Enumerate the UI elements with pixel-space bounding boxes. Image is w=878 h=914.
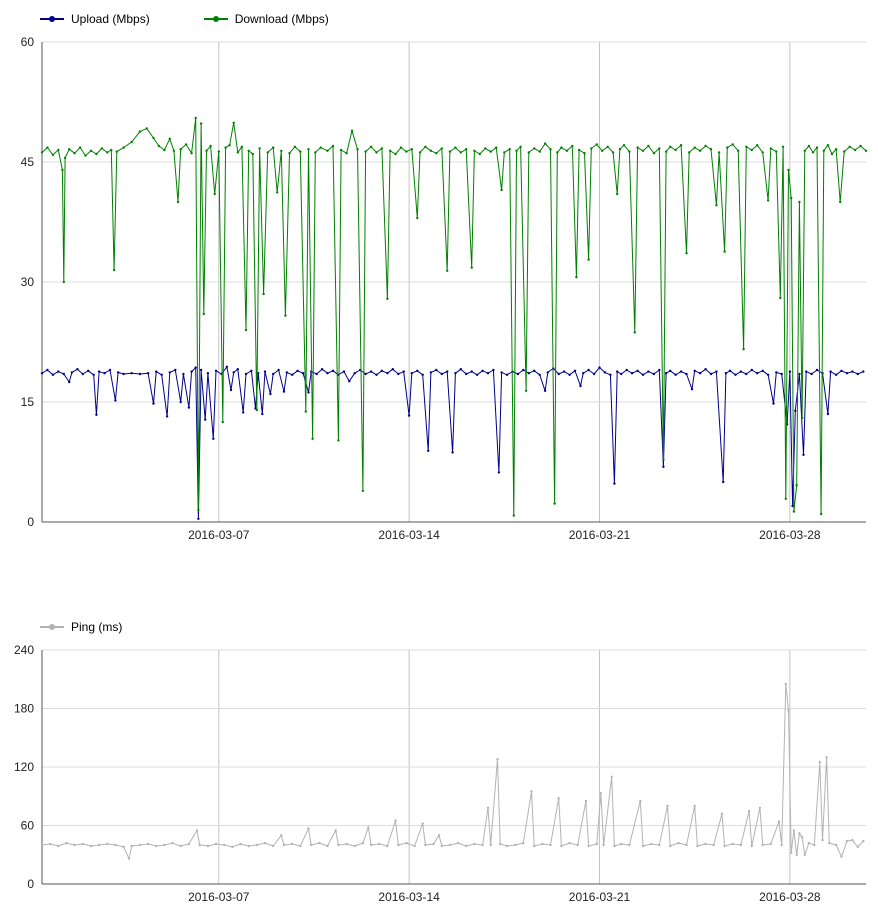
upload-line-marker-icon (40, 16, 64, 22)
y-tick-label: 0 (27, 877, 34, 891)
bandwidth-chart-legend: Upload (Mbps) Download (Mbps) (0, 0, 878, 32)
axis-labels: 0 15 30 45 60 2016-03-07 2016-03-14 2016-03-21 2… (21, 35, 821, 542)
y-tick-label: 120 (14, 760, 34, 774)
legend-label-upload: Upload (Mbps) (71, 12, 150, 26)
legend-label-download: Download (Mbps) (234, 12, 329, 26)
series-ping-ms (40, 682, 865, 860)
ping-chart-legend: Ping (ms) (0, 608, 878, 640)
x-tick-label: 2016-03-21 (569, 528, 631, 542)
y-tick-label: 0 (27, 515, 34, 529)
axis-labels: 0 60 120 180 240 2016-03-07 2016-03-14 2016-03-… (14, 643, 821, 904)
series-download-mbps (40, 116, 868, 517)
x-tick-label: 2016-03-14 (378, 528, 440, 542)
grid (42, 649, 866, 885)
legend-item-download: Download (Mbps) (203, 12, 329, 26)
x-tick-label: 2016-03-14 (378, 890, 440, 904)
download-line-marker-icon (203, 16, 228, 22)
bandwidth-chart-canvas: 0 15 30 45 60 2016-03-07 2016-03-14 2016-03-21 2… (21, 35, 868, 542)
legend-item-ping: Ping (ms) (40, 620, 122, 634)
y-tick-label: 240 (14, 643, 34, 657)
x-tick-label: 2016-03-21 (569, 890, 631, 904)
ping-chart-block: Ping (ms) 0 60 120 180 240 2016-03-07 2016-03-… (0, 608, 878, 914)
series-upload-mbps (40, 365, 865, 520)
ping-chart-canvas: 0 60 120 180 240 2016-03-07 2016-03-14 2016-03-… (14, 643, 866, 904)
x-tick-label: 2016-03-07 (188, 890, 250, 904)
legend-label-ping: Ping (ms) (71, 620, 123, 634)
grid (42, 41, 866, 523)
y-tick-label: 180 (14, 702, 34, 716)
legend-item-upload: Upload (Mbps) (40, 12, 150, 26)
y-tick-label: 60 (21, 819, 35, 833)
y-tick-label: 15 (21, 395, 35, 409)
ping-line-marker-icon (40, 624, 64, 630)
x-tick-label: 2016-03-28 (759, 890, 821, 904)
y-tick-label: 45 (21, 155, 35, 169)
y-tick-label: 30 (21, 275, 35, 289)
bandwidth-chart-block: Upload (Mbps) Download (Mbps) 0 15 30 45 60 2… (0, 0, 878, 542)
y-tick-label: 60 (21, 35, 35, 49)
x-tick-label: 2016-03-07 (188, 528, 250, 542)
x-tick-label: 2016-03-28 (759, 528, 821, 542)
